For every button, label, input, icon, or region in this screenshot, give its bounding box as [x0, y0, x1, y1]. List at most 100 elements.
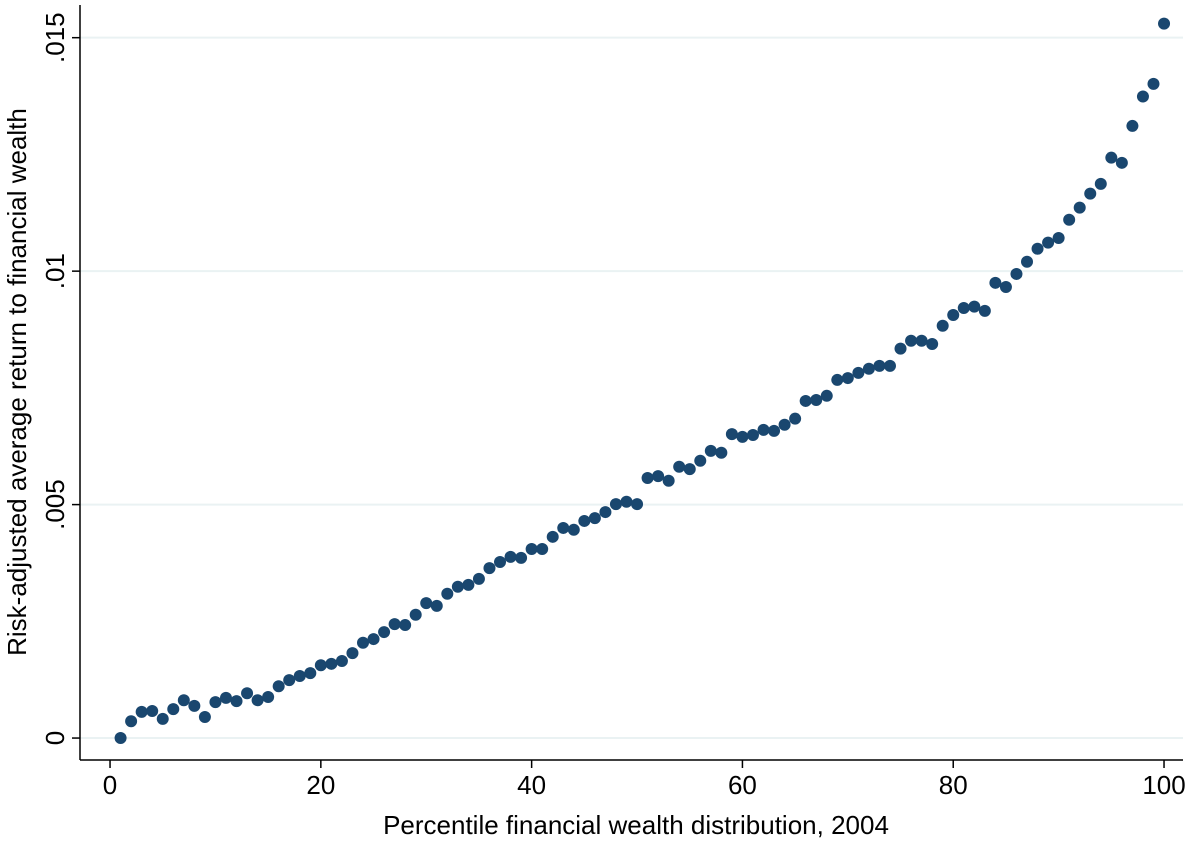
point	[125, 715, 138, 728]
point	[283, 674, 296, 687]
point	[167, 703, 180, 716]
x-tick-label: 60	[728, 770, 757, 800]
point	[177, 694, 190, 707]
point	[968, 300, 981, 313]
point	[430, 599, 443, 612]
point	[704, 444, 717, 457]
point	[515, 551, 528, 564]
point	[156, 712, 169, 725]
point	[1094, 177, 1107, 190]
point	[757, 423, 770, 436]
point	[241, 687, 254, 700]
point	[251, 694, 264, 707]
point	[915, 334, 928, 347]
point	[810, 394, 823, 407]
x-tick-label: 20	[306, 770, 335, 800]
point	[768, 424, 781, 437]
point	[641, 471, 654, 484]
point	[378, 626, 391, 639]
point	[662, 474, 675, 487]
x-tick-label: 40	[517, 770, 546, 800]
point	[557, 521, 570, 534]
point	[272, 680, 285, 693]
point	[483, 562, 496, 575]
point	[1052, 231, 1065, 244]
point	[536, 542, 549, 555]
point	[409, 608, 422, 621]
point	[546, 530, 559, 543]
point	[1031, 242, 1044, 255]
point	[567, 523, 580, 536]
point	[905, 334, 918, 347]
point	[1147, 77, 1160, 90]
point	[399, 619, 412, 632]
point	[715, 446, 728, 459]
point	[1063, 213, 1076, 226]
point	[789, 412, 802, 425]
point	[926, 337, 939, 350]
point	[894, 342, 907, 355]
x-tick-label: 0	[103, 770, 117, 800]
point	[831, 373, 844, 386]
point	[1073, 201, 1086, 214]
point	[262, 690, 275, 703]
point	[883, 359, 896, 372]
point	[609, 498, 622, 511]
point	[388, 618, 401, 631]
x-tick-label: 80	[939, 770, 968, 800]
point	[852, 366, 865, 379]
point	[198, 711, 211, 724]
point	[209, 696, 222, 709]
point	[314, 659, 327, 672]
point	[325, 657, 338, 670]
point	[1136, 90, 1149, 103]
point	[873, 359, 886, 372]
point	[578, 514, 591, 527]
point	[525, 542, 538, 555]
point	[146, 704, 159, 717]
point	[1084, 187, 1097, 200]
y-tick-label: .01	[40, 253, 70, 289]
point	[736, 430, 749, 443]
y-tick-label: 0	[40, 731, 70, 745]
point	[230, 695, 243, 708]
point	[1010, 267, 1023, 280]
point	[947, 309, 960, 322]
y-tick-label: .005	[40, 479, 70, 530]
x-axis-label: Percentile financial wealth distribution…	[383, 810, 889, 840]
y-tick-label: .015	[40, 12, 70, 63]
point	[441, 587, 454, 600]
point	[451, 580, 464, 593]
point	[293, 669, 306, 682]
point	[1126, 119, 1139, 132]
point	[504, 550, 517, 563]
point	[746, 429, 759, 442]
point	[1042, 236, 1055, 249]
point	[494, 556, 507, 569]
point	[978, 304, 991, 317]
point	[599, 506, 612, 519]
point	[799, 394, 812, 407]
point	[820, 389, 833, 402]
point	[219, 691, 232, 704]
point	[694, 454, 707, 467]
point	[346, 647, 359, 660]
point	[862, 362, 875, 375]
point	[335, 655, 348, 668]
point	[188, 699, 201, 712]
point	[841, 372, 854, 385]
point	[588, 512, 601, 525]
point	[367, 633, 380, 646]
point	[778, 418, 791, 431]
point	[999, 281, 1012, 294]
point	[631, 498, 644, 511]
point	[1021, 255, 1034, 268]
point	[304, 667, 317, 680]
y-axis-label: Risk-adjusted average return to financia…	[2, 108, 32, 656]
point	[620, 495, 633, 508]
point	[135, 705, 148, 718]
point	[462, 578, 475, 591]
point	[1158, 17, 1171, 30]
point	[673, 460, 686, 473]
